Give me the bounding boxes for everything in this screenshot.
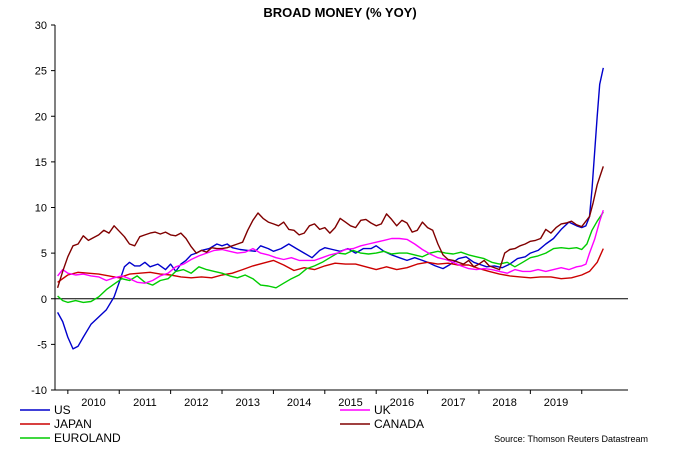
series-line-us xyxy=(56,67,604,350)
x-tick-label: 2013 xyxy=(235,397,259,409)
y-tick-label: 15 xyxy=(35,157,47,169)
y-tick-label: 0 xyxy=(41,294,47,306)
axes: -10 -5 0 5 10 15 20 25 30 2010 2011 2012 2013 2014 201… xyxy=(31,20,628,409)
source-note: Source: Thomson Reuters Datastream xyxy=(494,434,648,444)
x-tick-label: 2010 xyxy=(81,397,105,409)
legend-label-euroland: EUROLAND xyxy=(54,431,121,445)
chart-title: BROAD MONEY (% YOY) xyxy=(263,5,416,20)
y-tick-label: 20 xyxy=(35,111,47,123)
x-tick-label: 2017 xyxy=(441,397,465,409)
x-tick-label: 2016 xyxy=(390,397,414,409)
y-tick-label: 25 xyxy=(35,66,47,78)
x-tick-label: 2012 xyxy=(184,397,208,409)
x-tick-label: 2018 xyxy=(492,397,516,409)
x-tick-label: 2011 xyxy=(133,397,157,409)
y-tick-label: -10 xyxy=(31,385,47,397)
y-tick-label: 10 xyxy=(35,203,47,215)
legend-label-us: US xyxy=(54,403,71,417)
legend-label-canada: CANADA xyxy=(374,417,424,431)
y-tick-label: 5 xyxy=(41,248,47,260)
series-line-japan xyxy=(57,248,604,283)
series-line-uk xyxy=(57,209,604,284)
series-line-canada xyxy=(56,166,604,289)
x-tick-label: 2019 xyxy=(544,397,568,409)
series-layer xyxy=(56,67,604,350)
legend-label-uk: UK xyxy=(374,403,391,417)
x-tick-label: 2015 xyxy=(338,397,362,409)
y-tick-label: 30 xyxy=(35,20,47,32)
legend-label-japan: JAPAN xyxy=(54,417,92,431)
x-tick-label: 2014 xyxy=(287,397,311,409)
y-tick-label: -5 xyxy=(37,339,47,351)
